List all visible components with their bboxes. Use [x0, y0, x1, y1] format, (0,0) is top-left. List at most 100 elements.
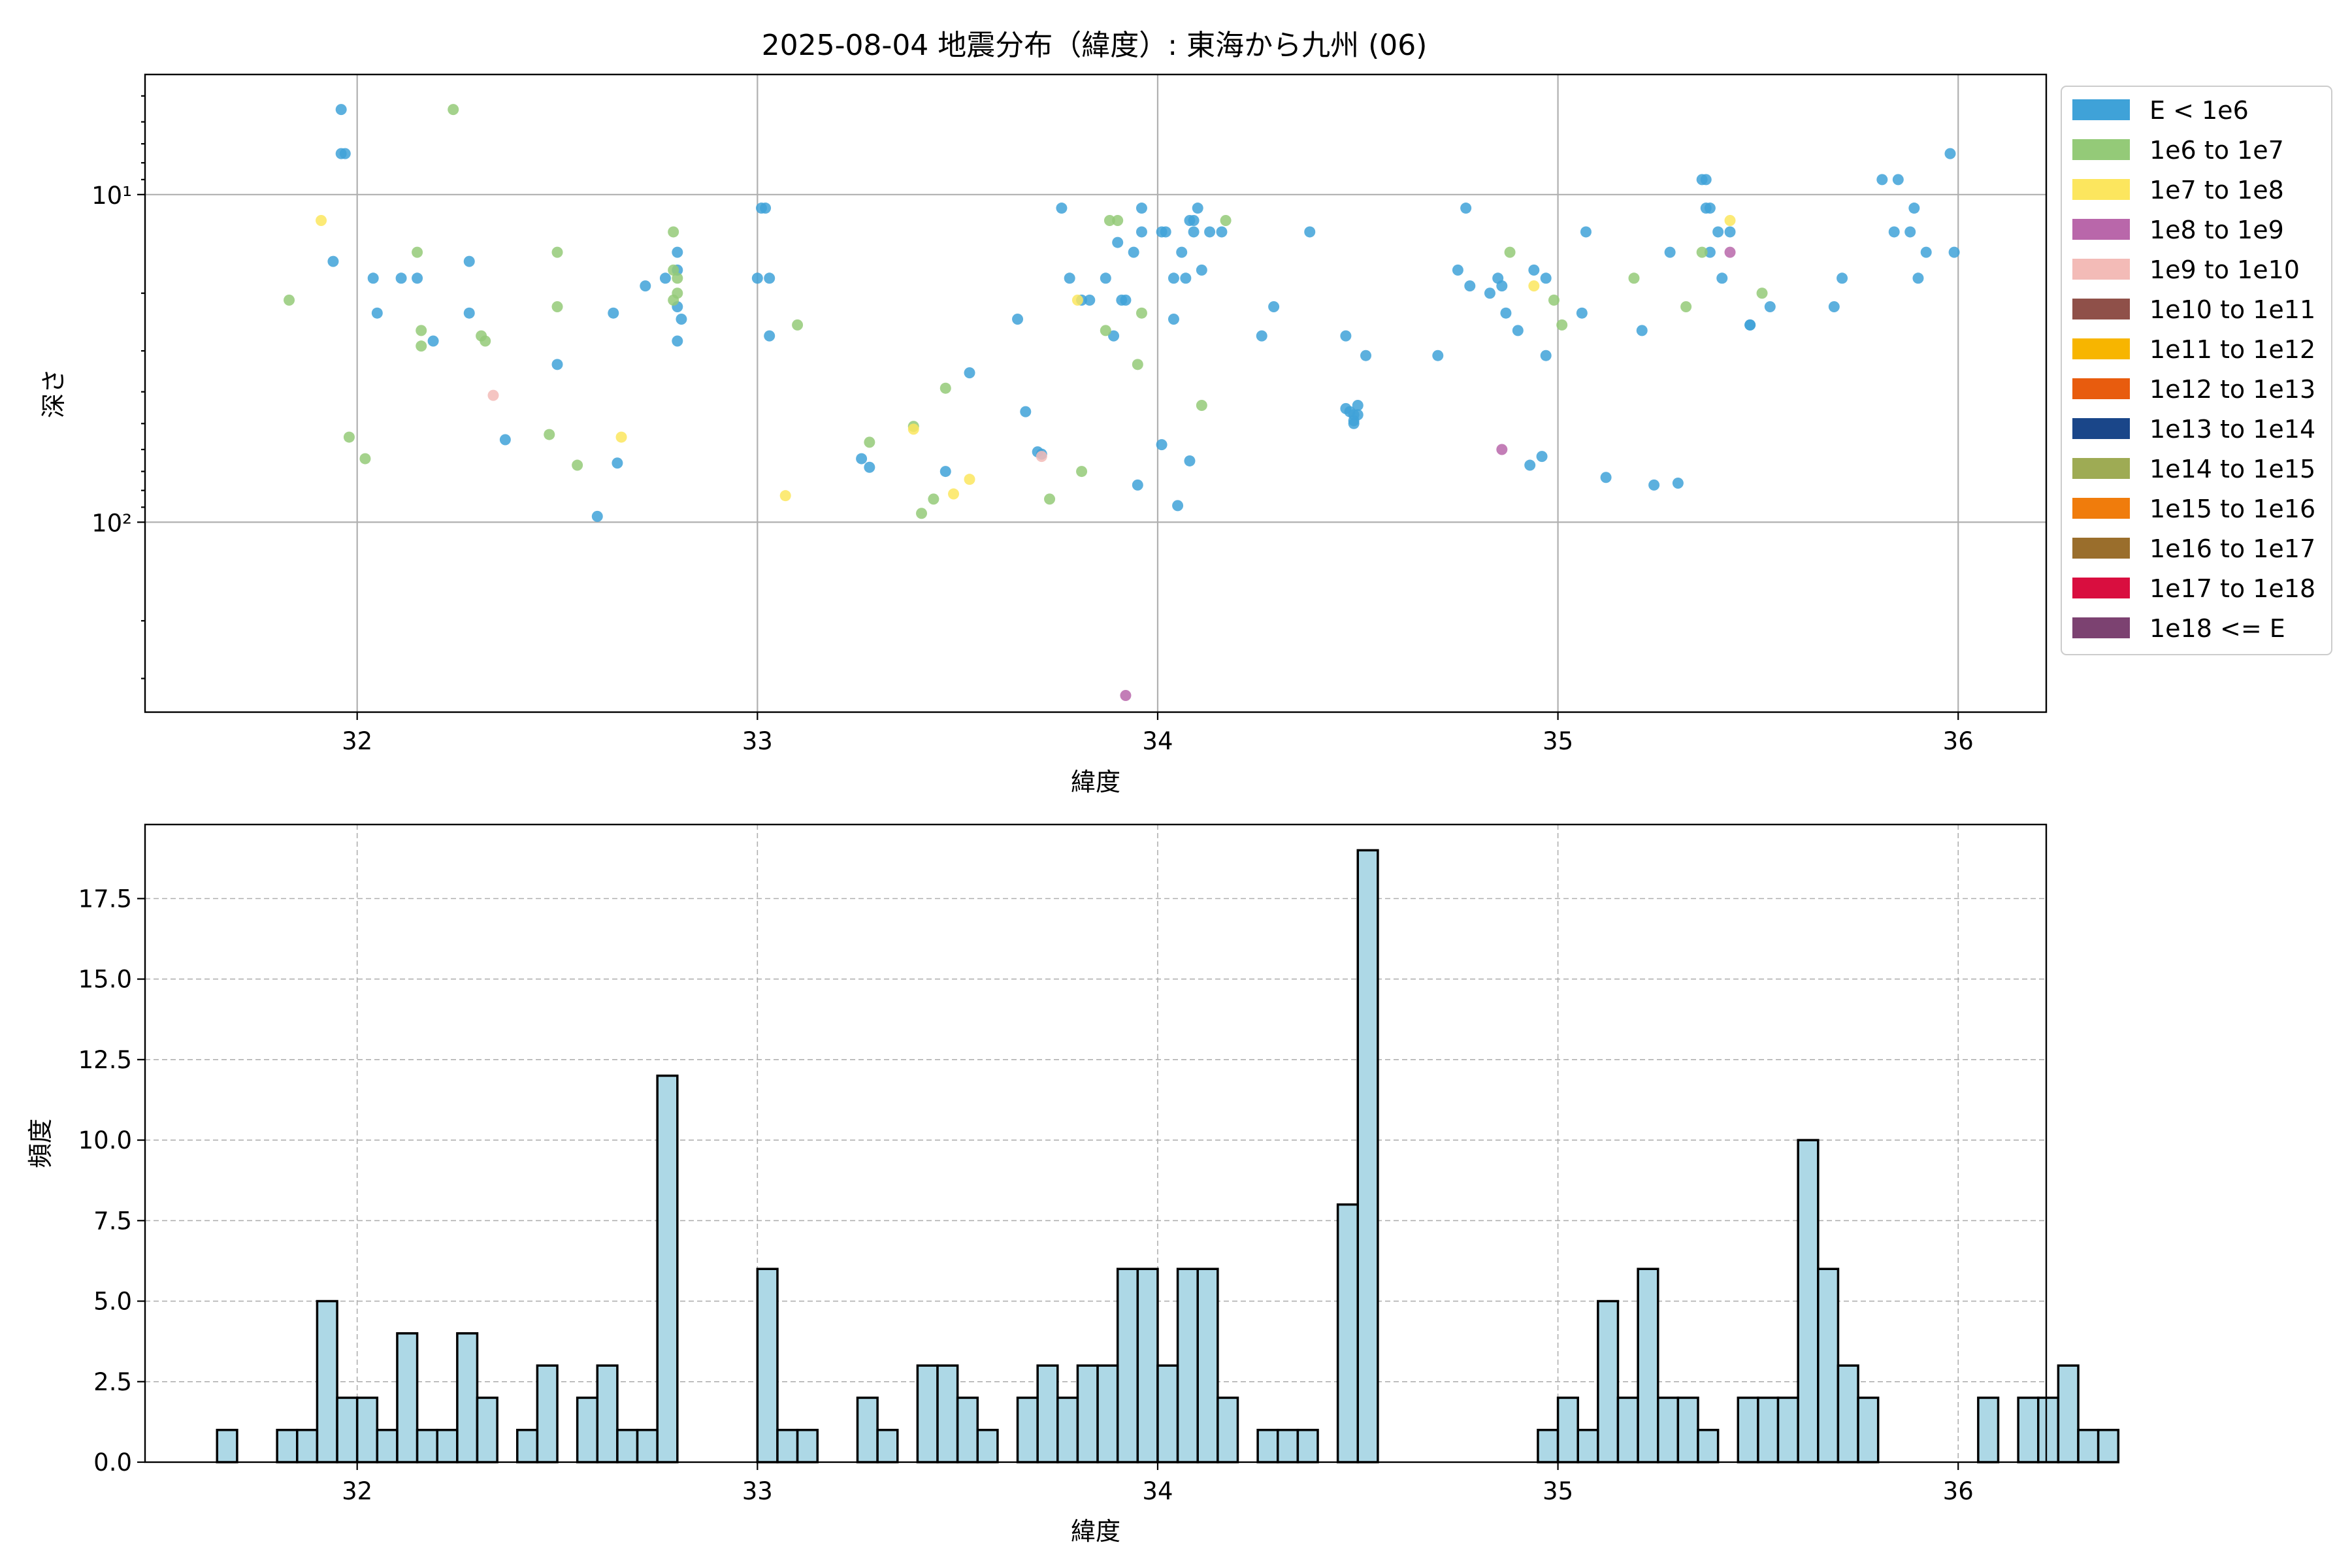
scatter-point: [1196, 264, 1207, 276]
scatter-point: [1680, 301, 1692, 313]
scatter-point: [572, 459, 583, 471]
histogram-bar: [1637, 1267, 1659, 1463]
scatter-point: [1724, 226, 1736, 238]
histogram-bar: [216, 1428, 238, 1463]
scatter-point: [1504, 246, 1516, 258]
scatter-point: [928, 493, 939, 505]
histogram-x-axis-label: 緯度: [1071, 1517, 1120, 1546]
scatter-point: [1100, 272, 1111, 284]
histogram-ticks: 32 33 34 35 36 0.0 2.5 5.0 7.5 10.0 12.5 15.0 17.5: [78, 885, 1974, 1505]
scatter-point: [1132, 479, 1143, 491]
scatter-point: [463, 307, 475, 319]
scatter-point: [1184, 455, 1196, 466]
scatter-point: [1920, 246, 1932, 258]
scatter-point: [1108, 330, 1120, 342]
scatter-point: [1724, 215, 1736, 227]
legend-label: 1e7 to 1e8: [2149, 176, 2284, 204]
scatter-point: [864, 461, 875, 473]
scatter-point: [1837, 272, 1848, 284]
histogram-bar: [376, 1428, 399, 1463]
scatter-point: [1100, 325, 1111, 336]
scatter-point: [1672, 477, 1684, 489]
histogram-bar: [1597, 1299, 1620, 1463]
legend-swatch: [2072, 179, 2130, 200]
legend-label: 1e13 to 1e14: [2149, 415, 2315, 444]
scatter-point: [1256, 330, 1267, 342]
scatter-point: [1128, 246, 1139, 258]
scatter-point: [1084, 294, 1096, 306]
scatter-point: [1744, 319, 1756, 331]
legend-swatch: [2072, 538, 2130, 559]
histogram-bar: [296, 1428, 319, 1463]
scatter-x-tick-label: 32: [342, 727, 372, 755]
histogram-x-tick-label: 34: [1142, 1477, 1173, 1505]
histogram-bar: [416, 1428, 438, 1463]
scatter-point: [1828, 301, 1840, 313]
histogram-plot-frame: [144, 823, 2048, 1463]
histogram-bar: [1656, 1396, 1680, 1463]
scatter-point: [416, 340, 427, 352]
legend-swatch: [2072, 299, 2130, 319]
scatter-point: [1556, 319, 1568, 331]
histogram-bar: [2097, 1428, 2120, 1463]
scatter-point: [1876, 174, 1888, 186]
histogram-bar: [355, 1396, 379, 1463]
histogram-bar: [1196, 1267, 1219, 1463]
scatter-point: [1056, 203, 1068, 214]
scatter-point: [1452, 264, 1463, 276]
scatter-point: [1460, 203, 1472, 214]
legend-swatch: [2072, 498, 2130, 519]
histogram-y-tick-label: 5.0: [93, 1288, 132, 1316]
histogram-y-tick-label: 7.5: [93, 1207, 132, 1235]
scatter-y-axis-label: 深さ: [39, 368, 68, 418]
scatter-point: [1496, 444, 1508, 455]
scatter-point: [412, 272, 423, 284]
scatter-point: [864, 436, 875, 448]
scatter-ticks: 32 33 34 35 36 10¹ 10²: [91, 95, 1974, 755]
scatter-point: [1188, 215, 1200, 227]
scatter-point: [1540, 272, 1552, 284]
scatter-point: [499, 434, 511, 446]
figure-title: 2025-08-04 地震分布（緯度）: 東海から九州 (06): [762, 29, 1428, 62]
histogram-bar: [276, 1428, 299, 1463]
scatter-point: [779, 490, 791, 502]
scatter-point: [1012, 313, 1024, 325]
histogram-bar: [316, 1299, 338, 1463]
histogram-bar: [1977, 1396, 2000, 1463]
scatter-x-tick-label: 33: [742, 727, 773, 755]
scatter-point: [412, 246, 423, 258]
histogram-bar: [1537, 1428, 1560, 1463]
scatter-points: [284, 104, 1960, 701]
scatter-point: [1700, 174, 1712, 186]
histogram-bar: [536, 1364, 559, 1463]
scatter-point: [856, 453, 868, 465]
scatter-grid: [145, 74, 2046, 712]
scatter-point: [1484, 287, 1495, 299]
scatter-point: [1112, 215, 1124, 227]
scatter-point: [1020, 406, 1032, 417]
legend-frame: [2061, 86, 2332, 655]
scatter-point: [612, 457, 623, 469]
scatter-point: [672, 335, 683, 347]
scatter-point: [463, 255, 475, 267]
scatter-point: [668, 294, 679, 306]
scatter-point: [1352, 409, 1364, 421]
scatter-point: [1540, 350, 1552, 361]
legend-label: 1e11 to 1e12: [2149, 335, 2315, 364]
legend-swatch: [2072, 617, 2130, 638]
legend: E < 1e6 1e6 to 1e7 1e7 to 1e8 1e8 to 1e9 1e9…: [2061, 86, 2332, 655]
histogram-bar: [1737, 1396, 1759, 1463]
histogram-bar: [936, 1364, 959, 1463]
scatter-point: [544, 429, 555, 440]
scatter-point: [427, 335, 439, 347]
histogram-bar: [776, 1428, 799, 1463]
scatter-point: [335, 104, 347, 116]
legend-label: 1e14 to 1e15: [2149, 455, 2315, 483]
scatter-point: [1712, 226, 1724, 238]
scatter-point: [1268, 301, 1280, 313]
histogram-bar: [616, 1428, 639, 1463]
scatter-point: [1340, 330, 1352, 342]
histogram-bar: [2036, 1396, 2060, 1463]
histogram-bar: [756, 1267, 779, 1463]
